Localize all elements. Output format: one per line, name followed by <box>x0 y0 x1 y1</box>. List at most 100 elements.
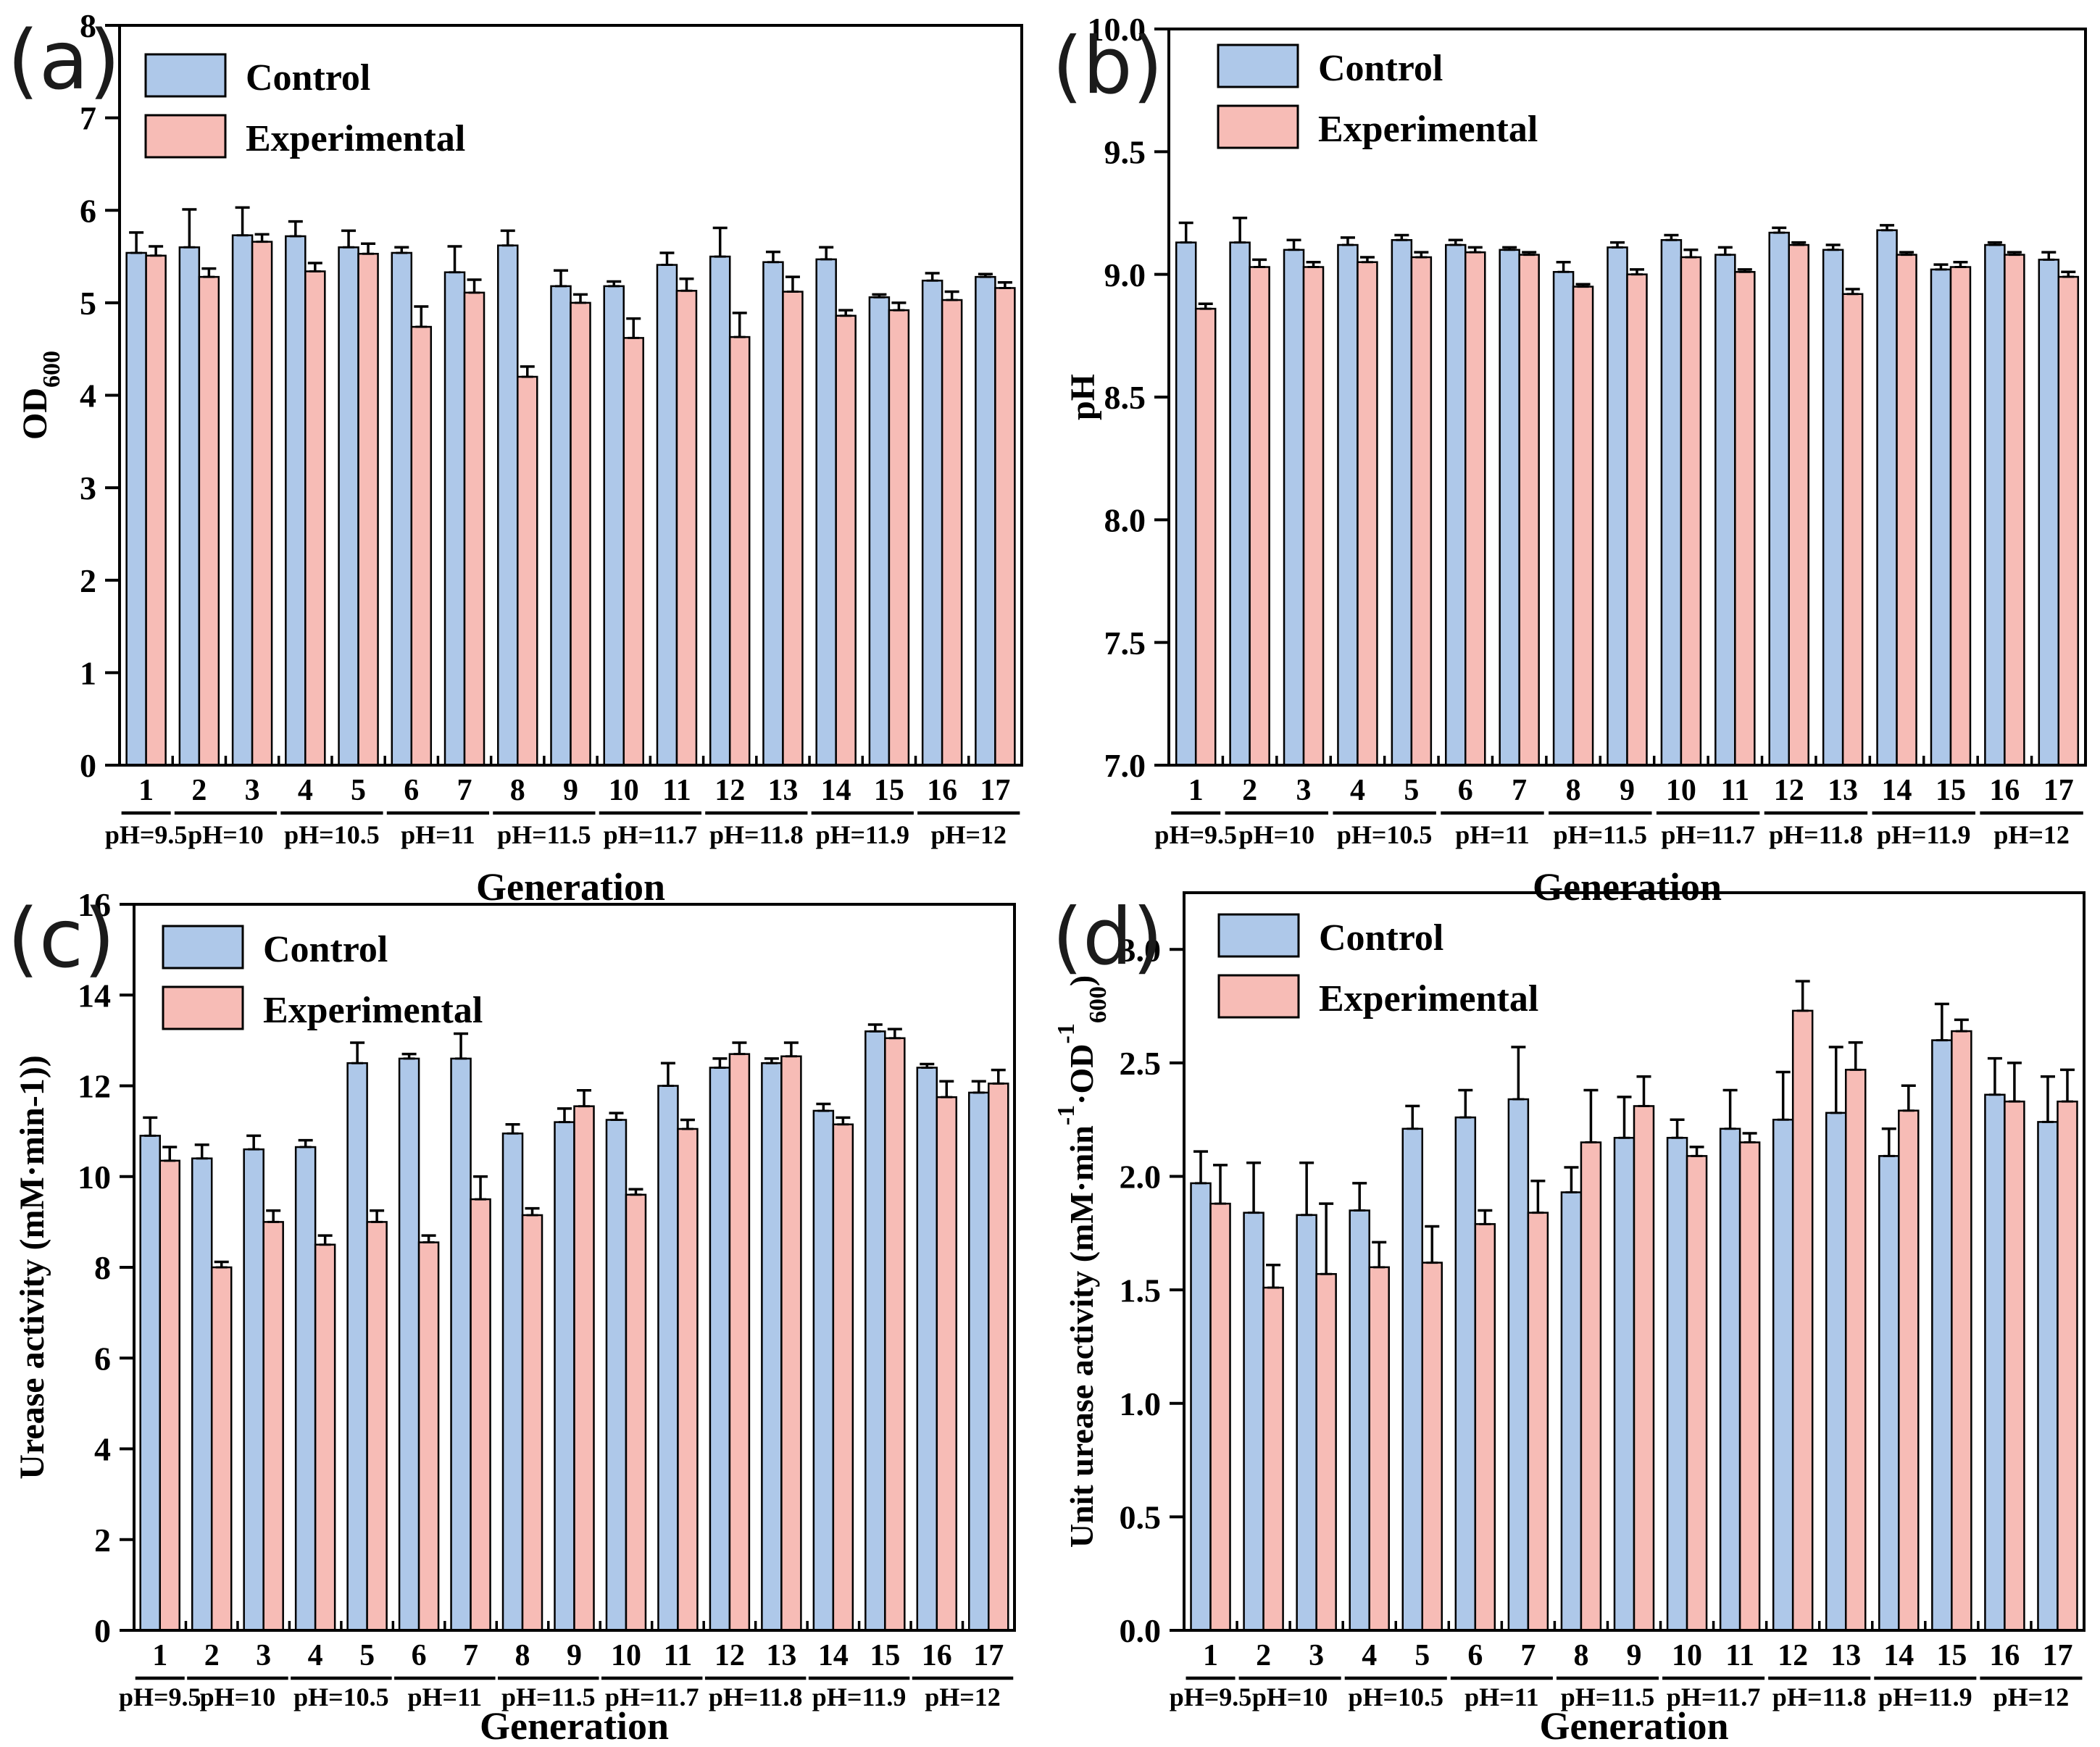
generation-label: 9 <box>1627 1639 1642 1672</box>
ph-group-label: pH=11.9 <box>816 820 910 849</box>
ph-group-label: pH=11.5 <box>1554 820 1648 849</box>
bar-experimental <box>1518 254 1540 767</box>
bar-experimental <box>517 375 538 767</box>
bar-control <box>443 271 466 767</box>
generation-label: 1 <box>138 774 154 807</box>
bar-experimental <box>888 309 910 767</box>
bar-control <box>864 1030 886 1632</box>
y-tick-label: 9.0 <box>1104 257 1146 293</box>
generation-label: 17 <box>973 1639 1004 1672</box>
bar-control <box>968 1091 990 1632</box>
bar-control <box>762 261 784 767</box>
panel-letter: (a) <box>7 14 120 108</box>
bar-control <box>657 1085 679 1632</box>
generation-label: 16 <box>1989 1639 2020 1672</box>
bar-control <box>1401 1127 1424 1632</box>
generation-label: 15 <box>1936 774 1966 807</box>
bar-experimental <box>1209 1202 1231 1632</box>
generation-label: 3 <box>1296 774 1312 807</box>
generation-label: 14 <box>821 774 851 807</box>
ph-group-label: pH=11 <box>401 820 475 849</box>
generation-label: 4 <box>1350 774 1365 807</box>
bar-experimental <box>1680 256 1702 767</box>
legend-label: Experimental <box>263 990 483 1031</box>
generation-label: 3 <box>245 774 260 807</box>
y-axis-title-part: -1 <box>1053 1105 1080 1125</box>
ph-group-label: pH=11.8 <box>709 1683 803 1711</box>
bar-control <box>815 258 837 767</box>
y-tick-label: 2 <box>94 1522 111 1559</box>
bar-control <box>1499 249 1520 767</box>
bar-control <box>231 234 254 767</box>
x-axis-title: Generation <box>480 1704 669 1747</box>
bar-control <box>1454 1116 1477 1632</box>
bar-control <box>1714 254 1736 767</box>
generation-label: 13 <box>766 1639 796 1672</box>
generation-label: 9 <box>563 774 578 807</box>
y-tick-label: 2.5 <box>1120 1045 1162 1082</box>
ph-group-label: pH=11.5 <box>497 820 591 849</box>
bar-experimental <box>1194 307 1217 767</box>
generation-label: 5 <box>1414 1639 1430 1672</box>
legend-swatch-control <box>162 925 244 970</box>
generation-label: 12 <box>1774 774 1804 807</box>
bar-control <box>346 1062 368 1632</box>
bar-experimental <box>1315 1272 1337 1632</box>
generation-label: 7 <box>1520 1639 1536 1672</box>
legend-label: Control <box>1318 48 1443 89</box>
ph-group-label: pH=11.7 <box>1661 820 1755 849</box>
ph-group-label: pH=10.5 <box>284 820 380 849</box>
generation-label: 13 <box>1830 1639 1861 1672</box>
bar-experimental <box>1949 266 1972 767</box>
y-tick-label: 0.0 <box>1120 1612 1162 1649</box>
ph-group-label: pH=11.5 <box>501 1683 596 1711</box>
bar-experimental <box>198 275 220 767</box>
y-axis-title: Urease activity (mM·min-1)) <box>13 1055 51 1480</box>
bar-control <box>1229 241 1251 767</box>
y-tick-label: 14 <box>78 977 111 1014</box>
ph-group-label: pH=9.5 <box>105 820 188 849</box>
bar-experimental <box>1302 266 1325 767</box>
generation-label: 4 <box>298 774 313 807</box>
generation-label: 10 <box>1666 774 1696 807</box>
y-axis-title-part: OD <box>16 388 54 440</box>
bar-experimental <box>832 1123 854 1632</box>
bar-control <box>603 285 625 767</box>
y-tick-label: 7.0 <box>1104 747 1146 784</box>
bar-control <box>1552 271 1575 767</box>
generation-label: 4 <box>308 1639 323 1672</box>
bar-experimental <box>675 290 698 767</box>
generation-label: 16 <box>1989 774 2020 807</box>
bar-control <box>975 275 996 767</box>
y-tick-label: 1.0 <box>1120 1385 1162 1422</box>
bar-experimental <box>410 325 433 767</box>
generation-label: 7 <box>1512 774 1527 807</box>
ph-group-label: pH=10.5 <box>1337 820 1433 849</box>
bar-control <box>916 1067 938 1632</box>
ph-group-label: pH=11 <box>408 1683 483 1711</box>
ph-group-label: pH=11.7 <box>1667 1683 1761 1711</box>
bar-control <box>1243 1212 1264 1632</box>
y-tick-label: 10 <box>78 1159 111 1196</box>
bar-control <box>178 246 201 767</box>
ph-group-label: pH=11.9 <box>1878 1683 1972 1711</box>
bar-control <box>1337 243 1359 767</box>
y-tick-label: 9.5 <box>1104 133 1146 170</box>
bar-control <box>709 255 731 767</box>
bar-control <box>391 251 413 767</box>
generation-label: 14 <box>1882 774 1912 807</box>
generation-label: 6 <box>1458 774 1473 807</box>
bar-experimental <box>1580 1141 1602 1632</box>
y-tick-label: 8 <box>80 7 96 44</box>
bar-experimental <box>728 335 751 767</box>
bar-control <box>554 1121 575 1632</box>
legend-label: Control <box>263 929 388 970</box>
y-tick-label: 2.0 <box>1120 1159 1162 1196</box>
generation-label: 6 <box>1467 1639 1483 1672</box>
legend-swatch-control <box>1217 43 1299 88</box>
y-tick-label: 5 <box>80 285 96 322</box>
generation-label: 8 <box>515 1639 530 1672</box>
y-tick-label: 12 <box>78 1068 111 1105</box>
bar-control <box>605 1119 628 1632</box>
